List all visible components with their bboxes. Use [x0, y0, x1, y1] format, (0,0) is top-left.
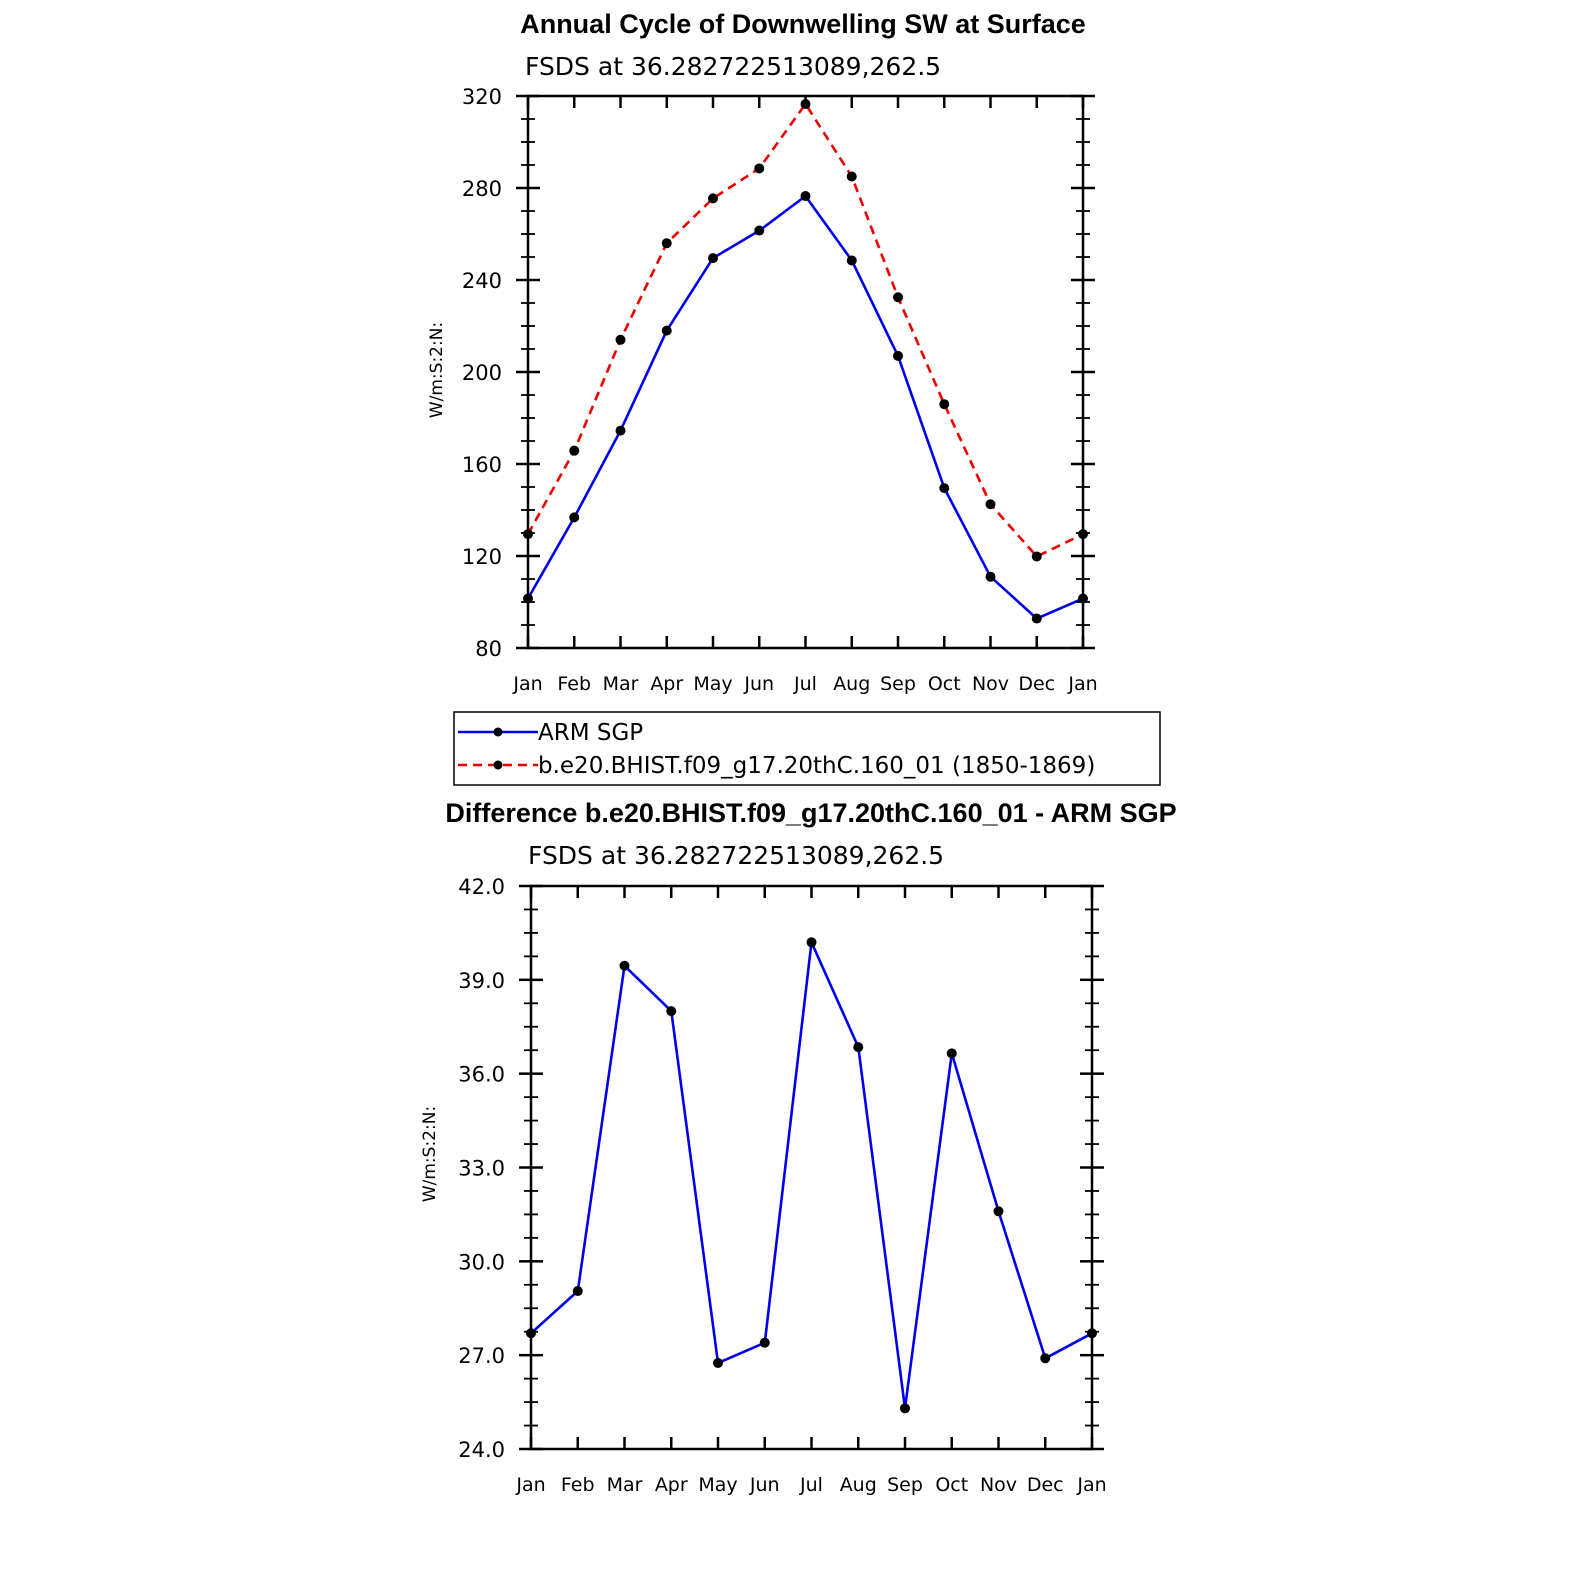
chart-title: Difference b.e20.BHIST.f09_g17.20thC.160… — [445, 798, 1176, 828]
y-tick-label: 160 — [462, 453, 502, 477]
y-tick-label: 200 — [462, 361, 502, 385]
data-point — [569, 512, 580, 523]
x-tick-label: Nov — [972, 673, 1009, 695]
chart-title: Annual Cycle of Downwelling SW at Surfac… — [520, 9, 1086, 39]
y-tick-label: 39.0 — [458, 969, 505, 993]
data-point — [661, 238, 672, 249]
y-tick-label: 36.0 — [458, 1063, 505, 1087]
data-point — [853, 1042, 864, 1053]
data-point — [846, 255, 857, 266]
chart-subtitle: FSDS at 36.282722513089,262.5 — [528, 841, 944, 870]
series-line-0 — [530, 940, 1093, 1410]
data-point — [1040, 1353, 1051, 1364]
data-point — [985, 499, 996, 510]
data-point — [993, 1206, 1004, 1217]
x-tick-label: Oct — [928, 673, 961, 695]
data-point — [846, 171, 857, 182]
data-point — [754, 163, 765, 174]
x-tick-label: Oct — [935, 1474, 968, 1496]
data-point — [806, 937, 817, 948]
plot-frame — [526, 94, 1085, 650]
legend-label-arm-sgp: ARM SGP — [538, 720, 643, 746]
y-tick-label: 24.0 — [458, 1438, 505, 1462]
x-tick-label: Apr — [650, 673, 683, 695]
data-point — [893, 350, 903, 361]
y-tick-label: 240 — [462, 269, 502, 293]
annual-cycle-chart: Annual Cycle of Downwelling SW at Surfac… — [427, 9, 1098, 695]
x-tick-label: Nov — [980, 1474, 1017, 1496]
data-point — [900, 1403, 910, 1414]
x-tick-label: May — [693, 673, 732, 695]
legend-entry-model: b.e20.BHIST.f09_g17.20thC.160_01 (1850-1… — [458, 753, 1095, 779]
y-tick-label: 320 — [462, 85, 502, 109]
data-point — [572, 1286, 583, 1297]
x-tick-label: Aug — [833, 673, 870, 695]
data-point — [708, 253, 718, 264]
y-tick-label: 27.0 — [458, 1344, 505, 1368]
data-point — [661, 325, 672, 336]
data-point — [666, 1006, 677, 1017]
y-tick-label: 42.0 — [458, 875, 505, 899]
series-line-0 — [526, 194, 1084, 620]
data-point — [754, 225, 765, 236]
x-tick-label: Feb — [561, 1474, 595, 1496]
x-tick-label: Jan — [1067, 673, 1097, 695]
data-point — [713, 1357, 723, 1368]
legend-box — [453, 711, 1161, 786]
legend-marker-arm-sgp — [493, 727, 503, 737]
legend: ARM SGP b.e20.BHIST.f09_g17.20thC.160_01… — [453, 711, 1161, 786]
y-tick-label: 30.0 — [458, 1250, 505, 1274]
plot-frame — [529, 884, 1094, 1451]
x-tick-label: Jul — [799, 1474, 823, 1496]
x-tick-label: Mar — [607, 1474, 643, 1496]
series-line-1 — [526, 102, 1084, 558]
x-tick-label: Feb — [557, 673, 591, 695]
x-tick-label: Dec — [1018, 673, 1055, 695]
x-tick-label: Apr — [655, 1474, 688, 1496]
data-point — [759, 1337, 770, 1348]
x-tick-label: Jun — [743, 673, 774, 695]
y-tick-label: 280 — [462, 177, 502, 201]
y-tick-label: 33.0 — [458, 1157, 505, 1181]
data-point — [708, 193, 718, 204]
data-point — [615, 334, 626, 345]
data-point — [569, 445, 580, 456]
data-point — [1031, 613, 1042, 624]
y-tick-label: 80 — [475, 637, 502, 661]
y-tick-label: 120 — [462, 545, 502, 569]
legend-entry-arm-sgp: ARM SGP — [458, 720, 643, 746]
x-tick-label: Jan — [515, 1474, 545, 1496]
x-tick-label: Mar — [603, 673, 639, 695]
x-tick-label: Aug — [840, 1474, 877, 1496]
data-point — [619, 960, 630, 971]
data-point — [1031, 551, 1042, 562]
x-tick-label: Jul — [793, 673, 817, 695]
y-axis-label: W/m:S:2:N: — [427, 322, 447, 418]
data-point — [893, 292, 903, 303]
x-tick-label: Jun — [749, 1474, 780, 1496]
difference-chart: Difference b.e20.BHIST.f09_g17.20thC.160… — [420, 798, 1177, 1496]
x-tick-label: Sep — [887, 1474, 923, 1496]
data-point — [800, 191, 811, 202]
data-point — [939, 399, 950, 410]
x-tick-label: Sep — [880, 673, 916, 695]
x-tick-label: Dec — [1027, 1474, 1064, 1496]
data-point — [939, 483, 950, 494]
data-point — [946, 1048, 957, 1059]
x-tick-label: Jan — [1076, 1474, 1106, 1496]
x-tick-label: May — [698, 1474, 737, 1496]
legend-marker-model — [493, 760, 503, 770]
chart-subtitle: FSDS at 36.282722513089,262.5 — [525, 52, 941, 81]
y-axis-label: W/m:S:2:N: — [420, 1106, 440, 1202]
data-point — [615, 425, 626, 436]
legend-label-model: b.e20.BHIST.f09_g17.20thC.160_01 (1850-1… — [538, 753, 1095, 779]
x-tick-label: Jan — [512, 673, 542, 695]
data-point — [985, 571, 996, 582]
